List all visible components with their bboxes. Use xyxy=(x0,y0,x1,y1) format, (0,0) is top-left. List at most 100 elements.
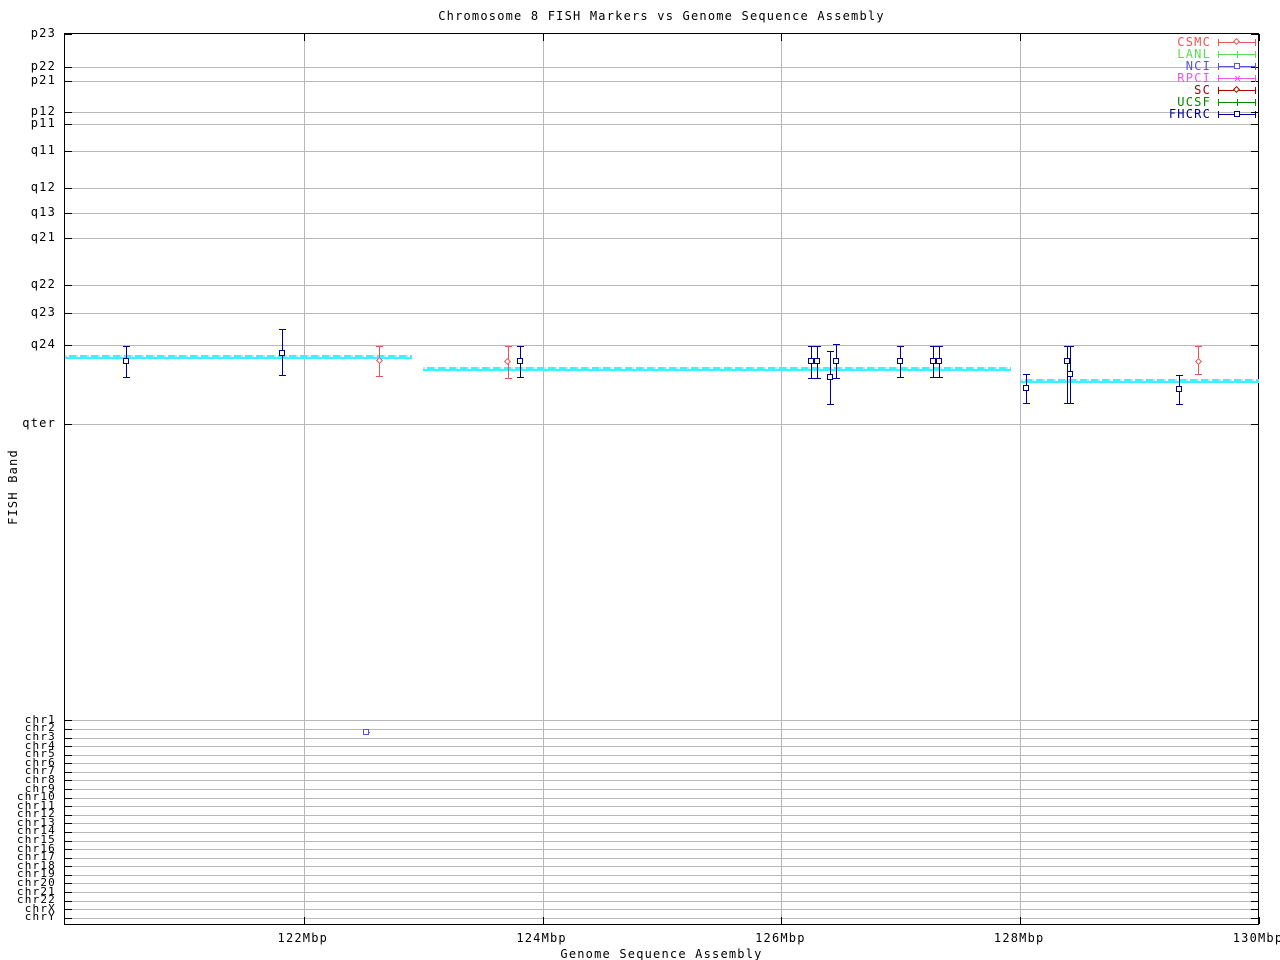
tick-right-p22 xyxy=(1251,67,1258,68)
y-tick-label-p12: p12 xyxy=(30,104,56,118)
y-tick-label-q23: q23 xyxy=(30,305,56,319)
tick-left-chrY xyxy=(65,917,72,919)
tick-left-chr8 xyxy=(65,780,72,782)
tick-right-chr6 xyxy=(1251,763,1258,765)
gridline-126Mbp xyxy=(781,34,783,924)
tick-left-chr16 xyxy=(65,849,72,851)
tick-bottom-126Mbp xyxy=(781,917,783,924)
y-tick-label-chr20: chr20 xyxy=(16,875,56,889)
y-tick-label-q24: q24 xyxy=(30,337,56,351)
y-tick-label-chr9: chr9 xyxy=(24,781,56,795)
y-tick-label-chr14: chr14 xyxy=(16,824,56,838)
tick-right-q23 xyxy=(1251,313,1258,314)
fhcrc-marker xyxy=(1023,385,1030,391)
legend-sample-cap-right xyxy=(1255,62,1256,70)
legend-sample-cap-right xyxy=(1255,110,1256,118)
fhcrc-marker xyxy=(930,358,937,364)
gridline-chr8 xyxy=(65,780,1258,782)
errorbar-cap-bottom xyxy=(936,377,943,378)
tick-top-128Mbp xyxy=(1020,34,1022,41)
gridline-q23 xyxy=(65,313,1258,314)
tick-left-chr15 xyxy=(65,840,72,842)
y-tick-label-chr2: chr2 xyxy=(24,721,56,735)
gridline-chr22 xyxy=(65,900,1258,902)
y-tick-label-chr7: chr7 xyxy=(24,764,56,778)
legend-label-lanl: LANL xyxy=(1177,47,1211,61)
tick-right-chr9 xyxy=(1251,789,1258,790)
tick-left-chr10 xyxy=(65,797,72,799)
legend-sample-cap-left xyxy=(1218,98,1219,106)
y-tick-label-chr6: chr6 xyxy=(24,755,56,769)
tick-right-chr11 xyxy=(1251,806,1258,808)
tick-right-q11 xyxy=(1251,150,1258,152)
tick-left-chr17 xyxy=(65,857,72,859)
tick-right-q13 xyxy=(1251,213,1258,214)
legend-sample-cap-left xyxy=(1218,38,1219,46)
errorbar-cap-bottom xyxy=(1067,403,1075,404)
tick-left-p21 xyxy=(65,81,72,82)
y-tick-label-chr16: chr16 xyxy=(16,841,56,855)
gridline-chr20 xyxy=(65,883,1258,885)
assembly-segment-dash xyxy=(65,354,413,357)
errorbar-cap-bottom xyxy=(516,377,524,378)
tick-top-130Mbp xyxy=(1259,34,1260,41)
errorbar-cap-top xyxy=(1023,374,1031,375)
legend-item-rpci: RPCI xyxy=(1169,71,1256,85)
tick-top-126Mbp xyxy=(781,34,783,41)
tick-right-chr14 xyxy=(1251,831,1258,833)
legend-item-ucsf: UCSF xyxy=(1169,95,1256,109)
y-tick-label-chr5: chr5 xyxy=(24,747,56,761)
y-tick-label-chr1: chr1 xyxy=(24,712,56,726)
tick-right-p12 xyxy=(1251,112,1258,113)
fhcrc-marker xyxy=(1063,358,1070,364)
gridline-chr12 xyxy=(65,814,1258,816)
gridline-chr7 xyxy=(65,771,1258,773)
gridline-chr4 xyxy=(65,746,1258,748)
tick-left-p23 xyxy=(65,34,72,35)
errorbar-cap-bottom xyxy=(376,376,384,377)
gridline-chr1 xyxy=(65,720,1258,722)
gridline-chrY xyxy=(65,917,1258,919)
y-tick-label-chr11: chr11 xyxy=(16,798,56,812)
gridline-q12 xyxy=(65,188,1258,189)
errorbar-cap-top xyxy=(279,329,287,330)
errorbar-cap-top xyxy=(936,346,943,347)
gridline-p21 xyxy=(65,81,1258,82)
tick-right-chrX xyxy=(1251,909,1258,911)
gridline-chr18 xyxy=(65,866,1258,868)
gridline-p12 xyxy=(65,112,1258,113)
tick-right-chr8 xyxy=(1251,780,1258,782)
tick-left-chr20 xyxy=(65,883,72,885)
tick-left-q12 xyxy=(65,188,72,189)
fhcrc-marker xyxy=(827,374,834,380)
x-tick-label-130Mbp: 130Mbp xyxy=(1232,931,1280,945)
legend-sample-lanl xyxy=(1218,50,1256,59)
errorbar-cap-bottom xyxy=(122,377,130,378)
tick-left-chr2 xyxy=(65,728,72,730)
legend-item-nci: NCI xyxy=(1169,59,1256,73)
tick-left-chr11 xyxy=(65,806,72,808)
tick-right-chr15 xyxy=(1251,840,1258,842)
gridline-p22 xyxy=(65,67,1258,68)
errorbar-cap-top xyxy=(808,346,816,347)
tick-left-qter xyxy=(65,424,72,425)
tick-left-chr18 xyxy=(65,866,72,868)
y-tick-label-chr22: chr22 xyxy=(16,893,56,907)
errorbar-cap-bottom xyxy=(1195,374,1203,375)
tick-right-p11 xyxy=(1251,124,1258,125)
errorbar-cap-top xyxy=(833,344,841,345)
legend-sample-cap-left xyxy=(1218,74,1219,82)
y-tick-label-chr21: chr21 xyxy=(16,884,56,898)
tick-left-p22 xyxy=(65,67,72,68)
tick-right-chr13 xyxy=(1251,823,1258,825)
gridline-q21 xyxy=(65,238,1258,239)
tick-right-chr4 xyxy=(1251,746,1258,748)
tick-left-chr7 xyxy=(65,771,72,773)
tick-left-p11 xyxy=(65,124,72,125)
tick-right-chr20 xyxy=(1251,883,1258,885)
gridline-chr6 xyxy=(65,763,1258,765)
x-tick-label-126Mbp: 126Mbp xyxy=(755,931,806,945)
y-tick-label-chr15: chr15 xyxy=(16,833,56,846)
legend-sample-cap-right xyxy=(1255,74,1256,82)
fhcrc-marker xyxy=(1067,371,1074,377)
